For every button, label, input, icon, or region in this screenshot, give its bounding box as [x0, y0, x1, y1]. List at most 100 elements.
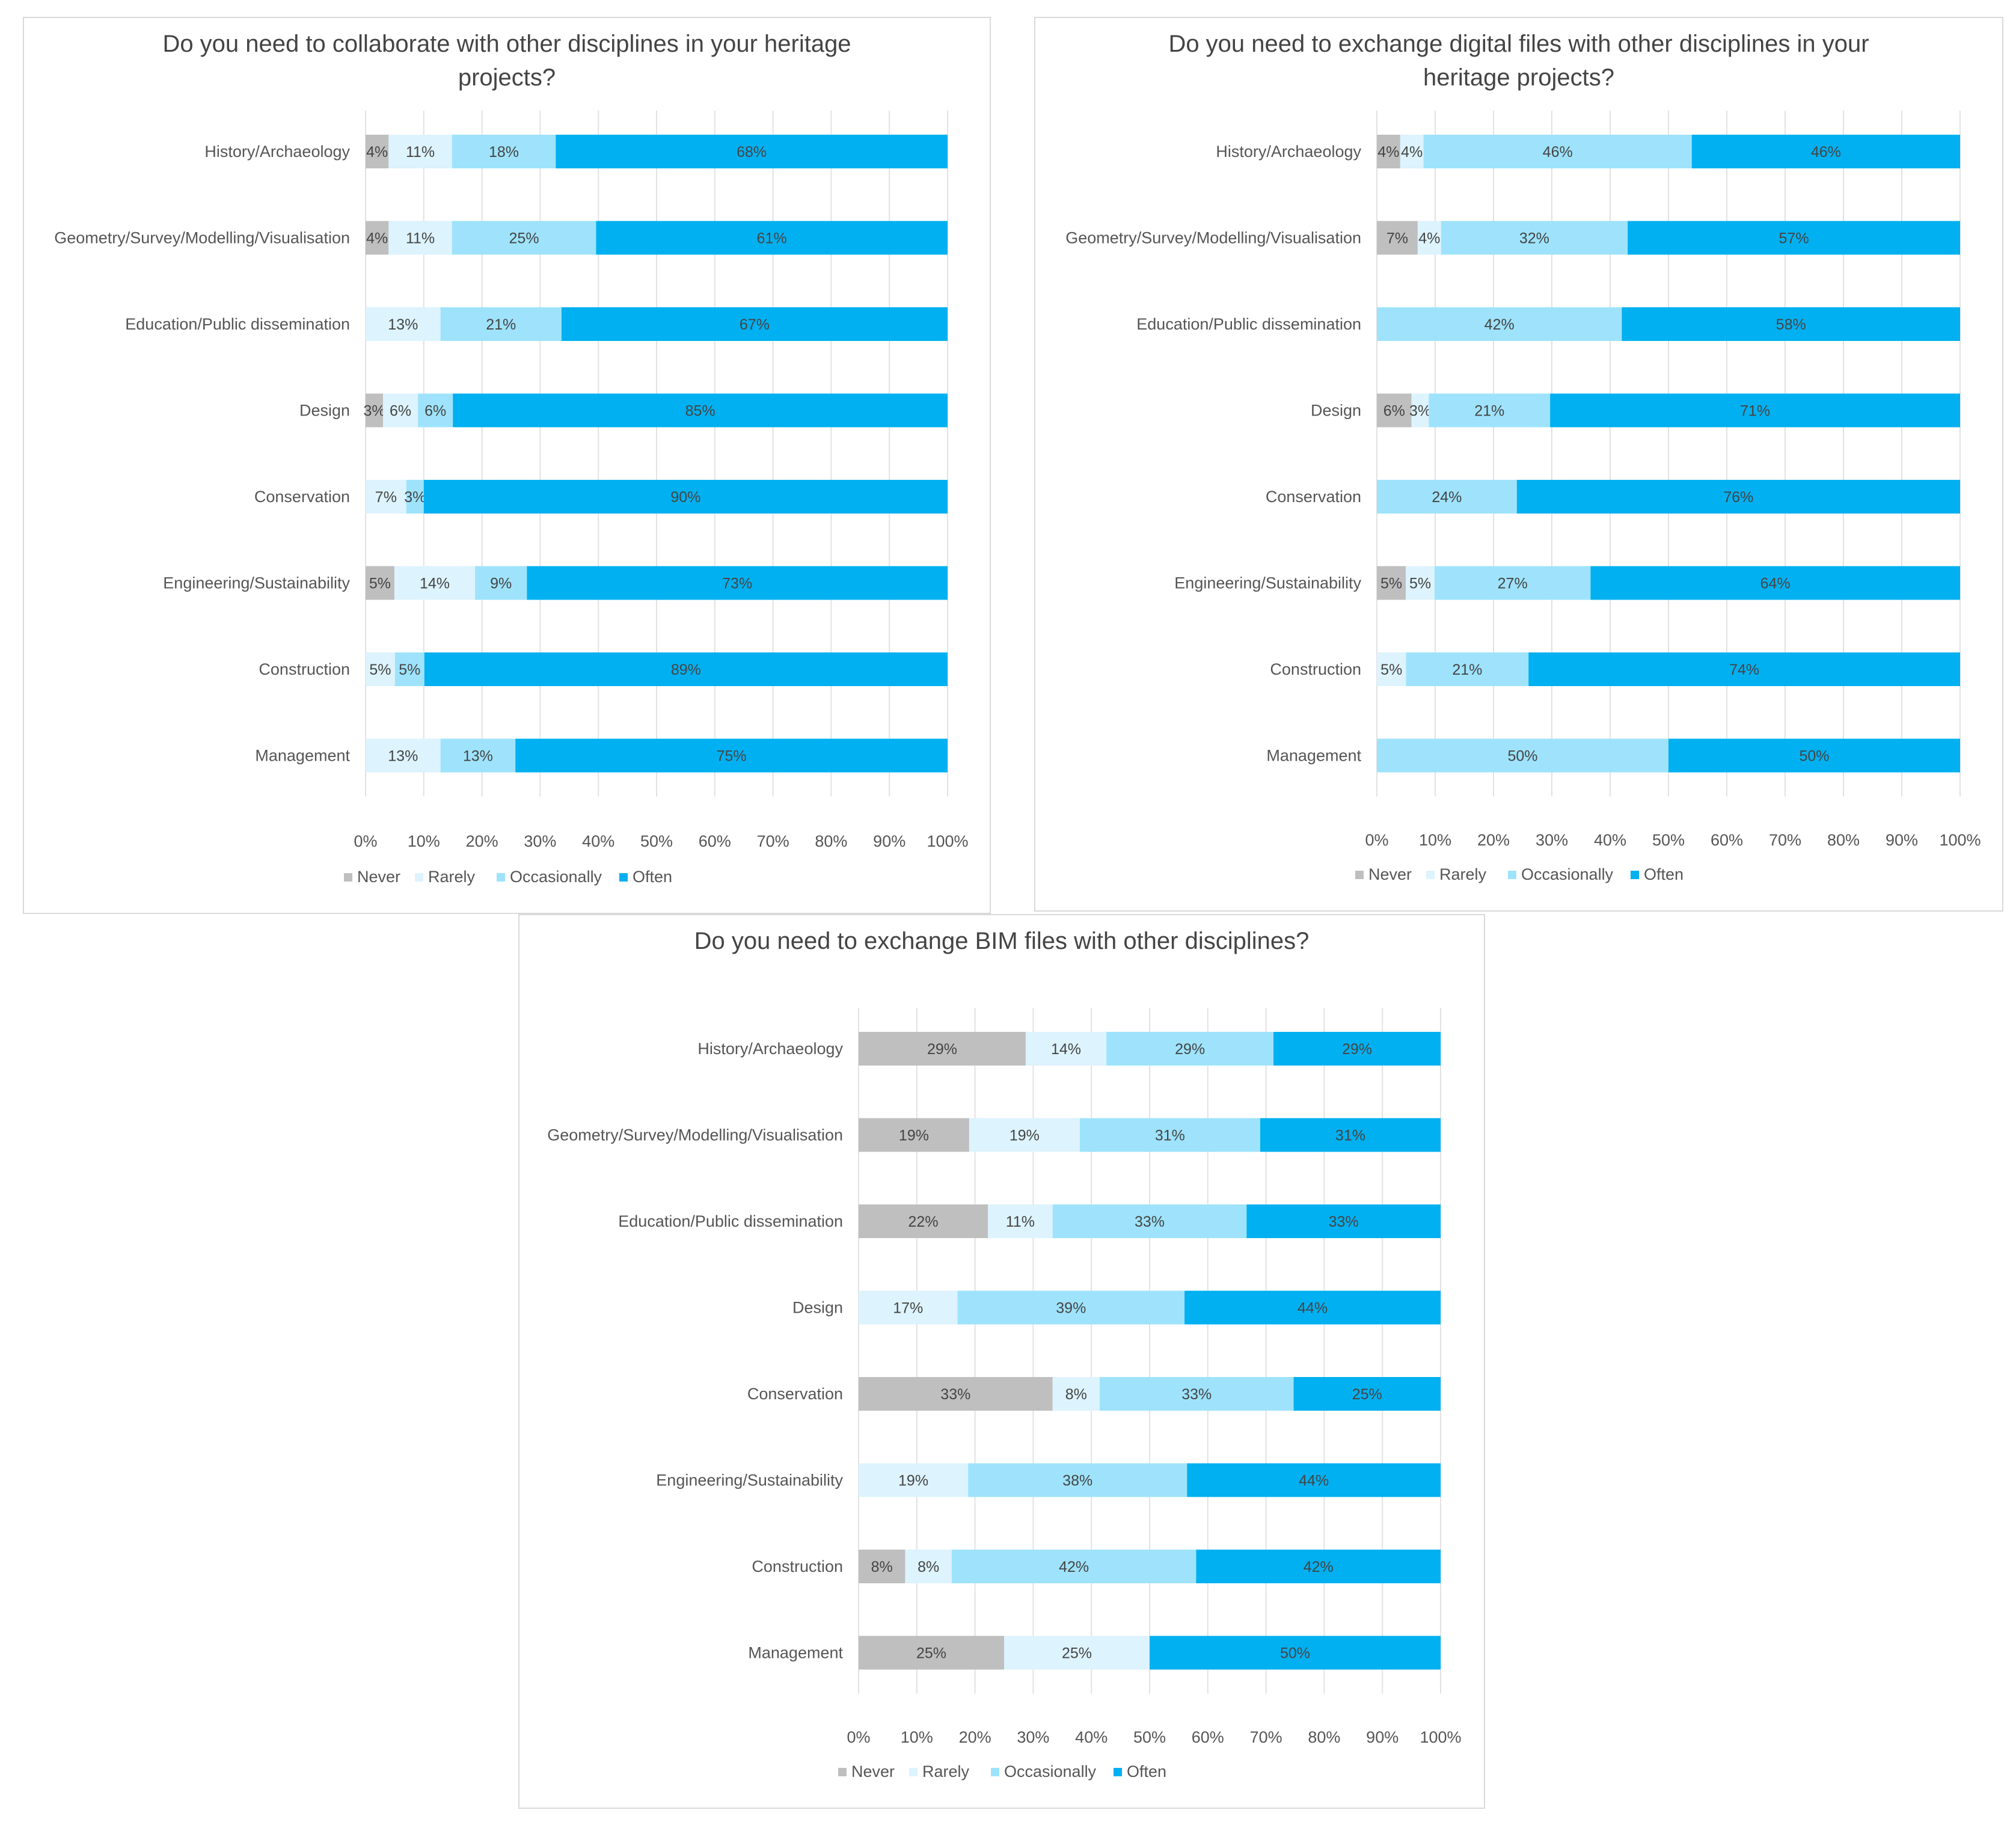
bar-occasionally-engineering-sustainability: [475, 566, 527, 600]
bar-often-management: [515, 738, 948, 773]
bar-often-engineering-sustainability: [1590, 566, 1960, 600]
bar-never-construction: [859, 1550, 905, 1583]
data-label: 18%: [489, 144, 519, 161]
legend-swatch-occasionally: [991, 1768, 999, 1776]
bar-occasionally-construction: [394, 652, 424, 686]
legend-swatch-never: [344, 873, 352, 882]
x-tick-label: 60%: [1192, 1728, 1224, 1746]
x-tick-label: 80%: [1308, 1728, 1340, 1746]
x-tick-label: 90%: [1886, 831, 1918, 849]
category-label-conservation: Conservation: [1266, 488, 1361, 506]
data-label: 38%: [1062, 1473, 1092, 1489]
data-label: 14%: [1051, 1041, 1081, 1058]
bar-rarely-construction: [366, 652, 395, 686]
legend-swatch-never: [838, 1768, 847, 1776]
data-label: 8%: [918, 1559, 939, 1575]
bar-often-conservation: [1516, 480, 1960, 514]
x-tick-label: 70%: [1250, 1728, 1282, 1746]
category-label-design: Design: [792, 1299, 843, 1317]
data-label: 27%: [1498, 575, 1528, 592]
data-label: 11%: [406, 230, 435, 247]
bar-occasionally-design: [957, 1290, 1185, 1325]
data-label: 19%: [1010, 1127, 1040, 1144]
bar-occasionally-geometry-survey-modelling-visualisation: [452, 221, 596, 255]
legend-swatch-rarely: [415, 873, 423, 882]
category-label-design: Design: [1311, 402, 1361, 420]
bar-occasionally-management: [440, 738, 516, 773]
data-label: 21%: [1452, 661, 1482, 678]
category-label-geometry-survey-modelling-visualisation: Geometry/Survey/Modelling/Visualisation: [54, 229, 350, 247]
data-label: 5%: [369, 661, 391, 678]
chart-title: Do you need to exchange BIM files with o…: [694, 928, 1310, 954]
category-label-engineering-sustainability: Engineering/Sustainability: [656, 1471, 843, 1489]
legend-swatch-rarely: [1426, 871, 1435, 879]
legend-label-never: Never: [357, 868, 400, 886]
bar-occasionally-conservation: [1099, 1377, 1294, 1411]
bar-occasionally-history-archaeology: [1106, 1032, 1274, 1066]
bar-occasionally-history-archaeology: [452, 135, 556, 168]
bar-never-conservation: [859, 1377, 1053, 1411]
bar-often-conservation: [1293, 1377, 1441, 1411]
bar-often-design: [1184, 1290, 1441, 1325]
chart-panel-digital-files: Do you need to exchange digital files wi…: [1034, 17, 2003, 912]
chart-title: projects?: [458, 64, 556, 91]
data-label: 31%: [1335, 1127, 1365, 1144]
bar-rarely-management: [1004, 1636, 1150, 1670]
bar-often-history-archaeology: [1691, 135, 1960, 168]
x-tick-label: 80%: [815, 832, 847, 850]
bar-rarely-engineering-sustainability: [859, 1463, 969, 1497]
bar-occasionally-design: [1429, 393, 1551, 428]
bar-often-engineering-sustainability: [527, 566, 948, 600]
x-tick-label: 70%: [1769, 831, 1801, 849]
data-label: 58%: [1776, 316, 1806, 333]
data-label: 75%: [717, 748, 747, 765]
data-label: 3%: [1409, 403, 1431, 420]
bar-occasionally-education-public-dissemination: [440, 307, 562, 341]
bar-often-construction: [1528, 652, 1960, 686]
bar-often-conservation: [423, 480, 948, 514]
data-label: 31%: [1155, 1127, 1185, 1144]
category-label-management: Management: [1266, 747, 1361, 765]
bar-never-history-archaeology: [859, 1032, 1026, 1066]
data-label: 61%: [757, 230, 787, 247]
bar-never-design: [1377, 393, 1412, 428]
bar-rarely-history-archaeology: [1025, 1032, 1107, 1066]
x-tick-label: 40%: [1594, 831, 1626, 849]
bar-never-history-archaeology: [366, 135, 389, 168]
data-label: 33%: [940, 1386, 970, 1403]
x-tick-label: 100%: [1939, 831, 1981, 849]
data-label: 8%: [1065, 1386, 1087, 1403]
data-label: 5%: [369, 575, 391, 592]
data-label: 57%: [1779, 230, 1809, 247]
data-label: 42%: [1484, 316, 1515, 333]
data-label: 29%: [1342, 1041, 1372, 1058]
bar-rarely-conservation: [366, 480, 406, 514]
x-tick-label: 90%: [873, 832, 905, 850]
legend-label-occasionally: Occasionally: [1004, 1762, 1097, 1781]
data-label: 25%: [1352, 1386, 1382, 1403]
data-label: 50%: [1799, 748, 1829, 765]
bar-rarely-history-archaeology: [1400, 135, 1424, 168]
legend-label-often: Often: [1644, 865, 1684, 883]
category-label-engineering-sustainability: Engineering/Sustainability: [163, 574, 350, 592]
category-label-construction: Construction: [752, 1557, 843, 1575]
data-label: 21%: [486, 316, 516, 333]
data-label: 13%: [388, 316, 418, 333]
bar-often-education-public-dissemination: [1622, 307, 1960, 341]
category-label-construction: Construction: [1270, 660, 1361, 678]
bar-often-geometry-survey-modelling-visualisation: [1628, 221, 1960, 255]
category-label-education-public-dissemination: Education/Public dissemination: [125, 315, 350, 333]
data-label: 90%: [670, 489, 700, 506]
x-tick-label: 50%: [1133, 1728, 1166, 1746]
data-label: 25%: [1062, 1645, 1092, 1662]
x-tick-label: 60%: [699, 832, 731, 850]
data-label: 71%: [1740, 403, 1770, 420]
chart-title: heritage projects?: [1423, 64, 1614, 91]
x-tick-label: 10%: [408, 832, 440, 850]
data-label: 50%: [1280, 1645, 1310, 1662]
bar-often-geometry-survey-modelling-visualisation: [596, 221, 948, 255]
bar-often-education-public-dissemination: [561, 307, 948, 341]
category-label-design: Design: [299, 402, 350, 420]
data-label: 74%: [1729, 661, 1759, 678]
data-label: 76%: [1723, 489, 1753, 506]
